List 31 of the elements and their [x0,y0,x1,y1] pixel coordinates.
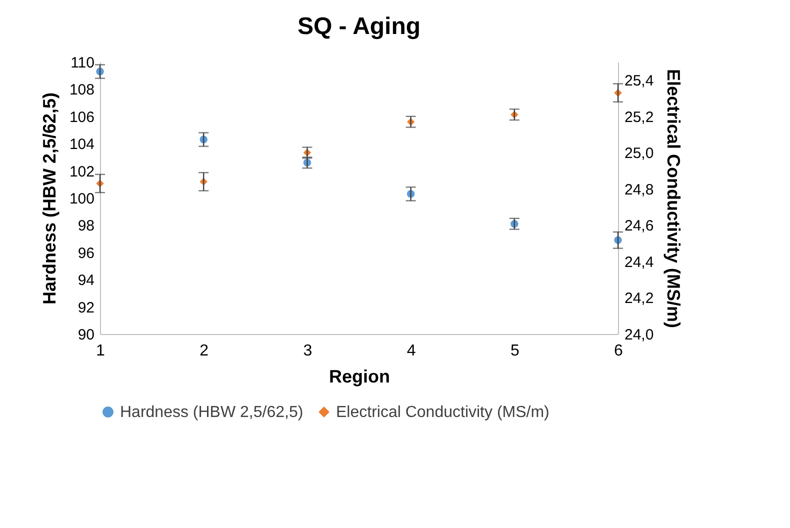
y2-tick-label: 24,4 [624,254,654,271]
y2-axis-title: Electrical Conductivity (MS/m) [664,68,684,328]
y2-tick-label: 24,2 [624,290,654,308]
x-tick-label: 5 [510,342,520,360]
y-tick-label: 100 [69,190,94,208]
y-tick-label: 104 [69,136,94,154]
x-tick-label: 3 [303,342,312,360]
x-tick-label: 6 [614,342,624,360]
y2-tick-label: 24,8 [624,181,654,198]
x-axis-title: Region [329,366,390,386]
y-tick-label: 96 [78,244,94,262]
y-tick-label: 94 [78,272,94,290]
y2-tick-label: 25,2 [624,108,654,126]
y-tick-label: 102 [69,163,94,180]
chart-title: SQ - Aging [297,13,421,40]
y2-tick-label: 24,6 [624,218,654,235]
x-tick-label: 1 [96,342,106,360]
y-tick-label: 108 [69,82,94,99]
y-tick-label: 110 [70,54,94,72]
x-tick-label: 2 [200,342,209,360]
legend-label: Hardness (HBW 2,5/62,5) [120,404,304,421]
y2-tick-label: 25,0 [624,145,654,162]
y-tick-label: 92 [78,299,94,316]
x-tick-label: 4 [406,342,416,360]
y-axis-title: Hardness (HBW 2,5/62,5) [39,92,60,305]
y2-tick-label: 25,4 [624,72,654,90]
legend-label: Electrical Conductivity (MS/m) [336,404,550,421]
y-tick-label: 98 [78,218,94,235]
y-tick-label: 90 [78,326,94,344]
y2-tick-label: 24,0 [624,326,654,344]
y-tick-label: 106 [69,108,94,126]
